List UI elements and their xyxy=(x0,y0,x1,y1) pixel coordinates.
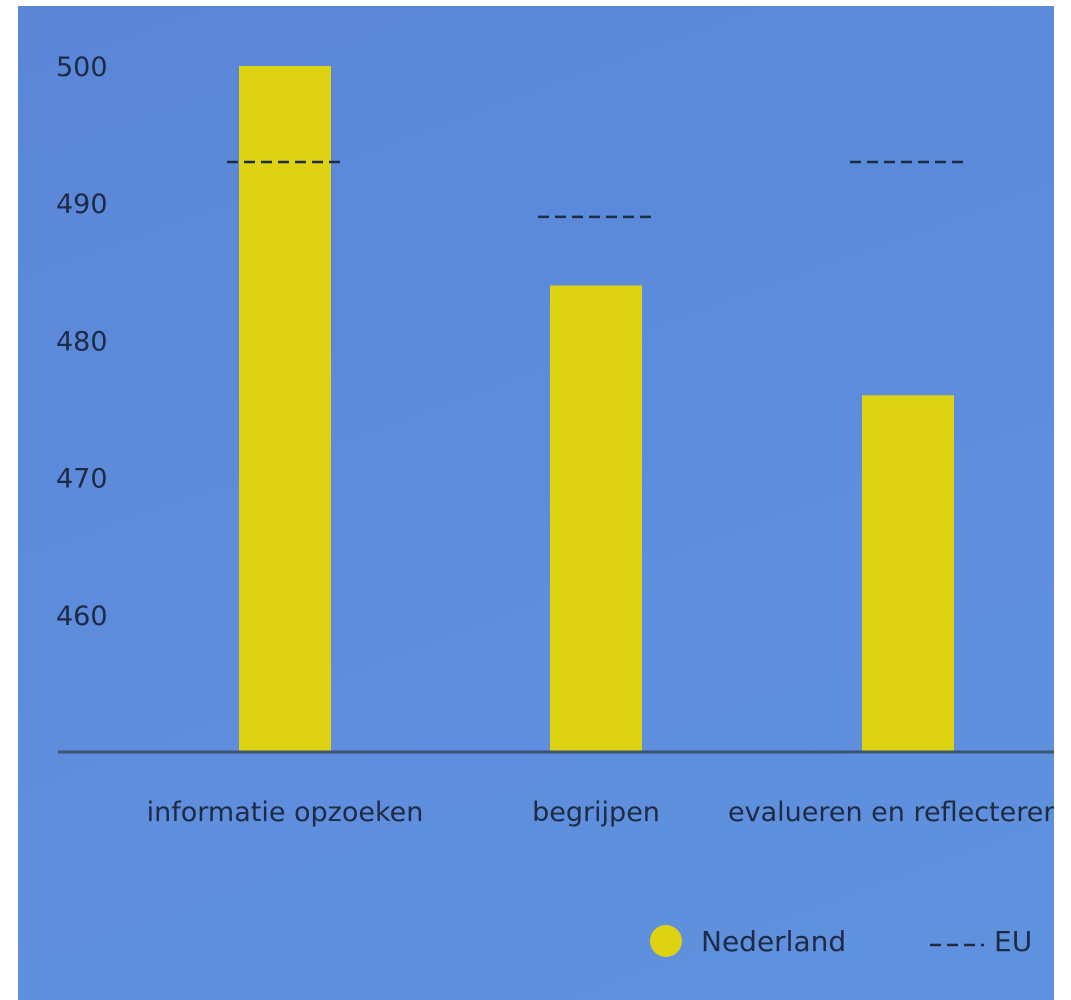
x-tick-label: informatie opzoeken xyxy=(147,797,424,828)
bar-chart: 460 470 480 490 500 informatie opzoeken begri… xyxy=(56,52,1054,958)
y-tick-label: 500 xyxy=(56,52,108,83)
legend-label-eu: EU xyxy=(994,925,1032,958)
x-axis-labels: informatie opzoeken begrijpen evalueren en… xyxy=(147,797,1054,828)
y-tick-label: 460 xyxy=(56,601,108,632)
y-tick-label: 490 xyxy=(56,189,108,220)
y-tick-label: 480 xyxy=(56,326,108,357)
chart-panel: 460 470 480 490 500 informatie opzoeken begri… xyxy=(18,6,1054,1000)
legend-swatch-nederland xyxy=(650,925,682,957)
legend: Nederland EU xyxy=(650,925,1032,958)
bar-nederland xyxy=(550,285,642,752)
y-axis-ticks: 460 470 480 490 500 xyxy=(56,52,108,632)
bar-nederland xyxy=(862,395,954,752)
legend-label-nederland: Nederland xyxy=(701,925,846,958)
x-tick-label: begrijpen xyxy=(532,797,660,828)
x-tick-label: evalueren en reflecteren xyxy=(728,797,1054,828)
bar-nederland xyxy=(239,66,331,752)
bars-nederland xyxy=(239,66,954,752)
y-tick-label: 470 xyxy=(56,464,108,495)
eu-reference-lines xyxy=(227,160,966,219)
